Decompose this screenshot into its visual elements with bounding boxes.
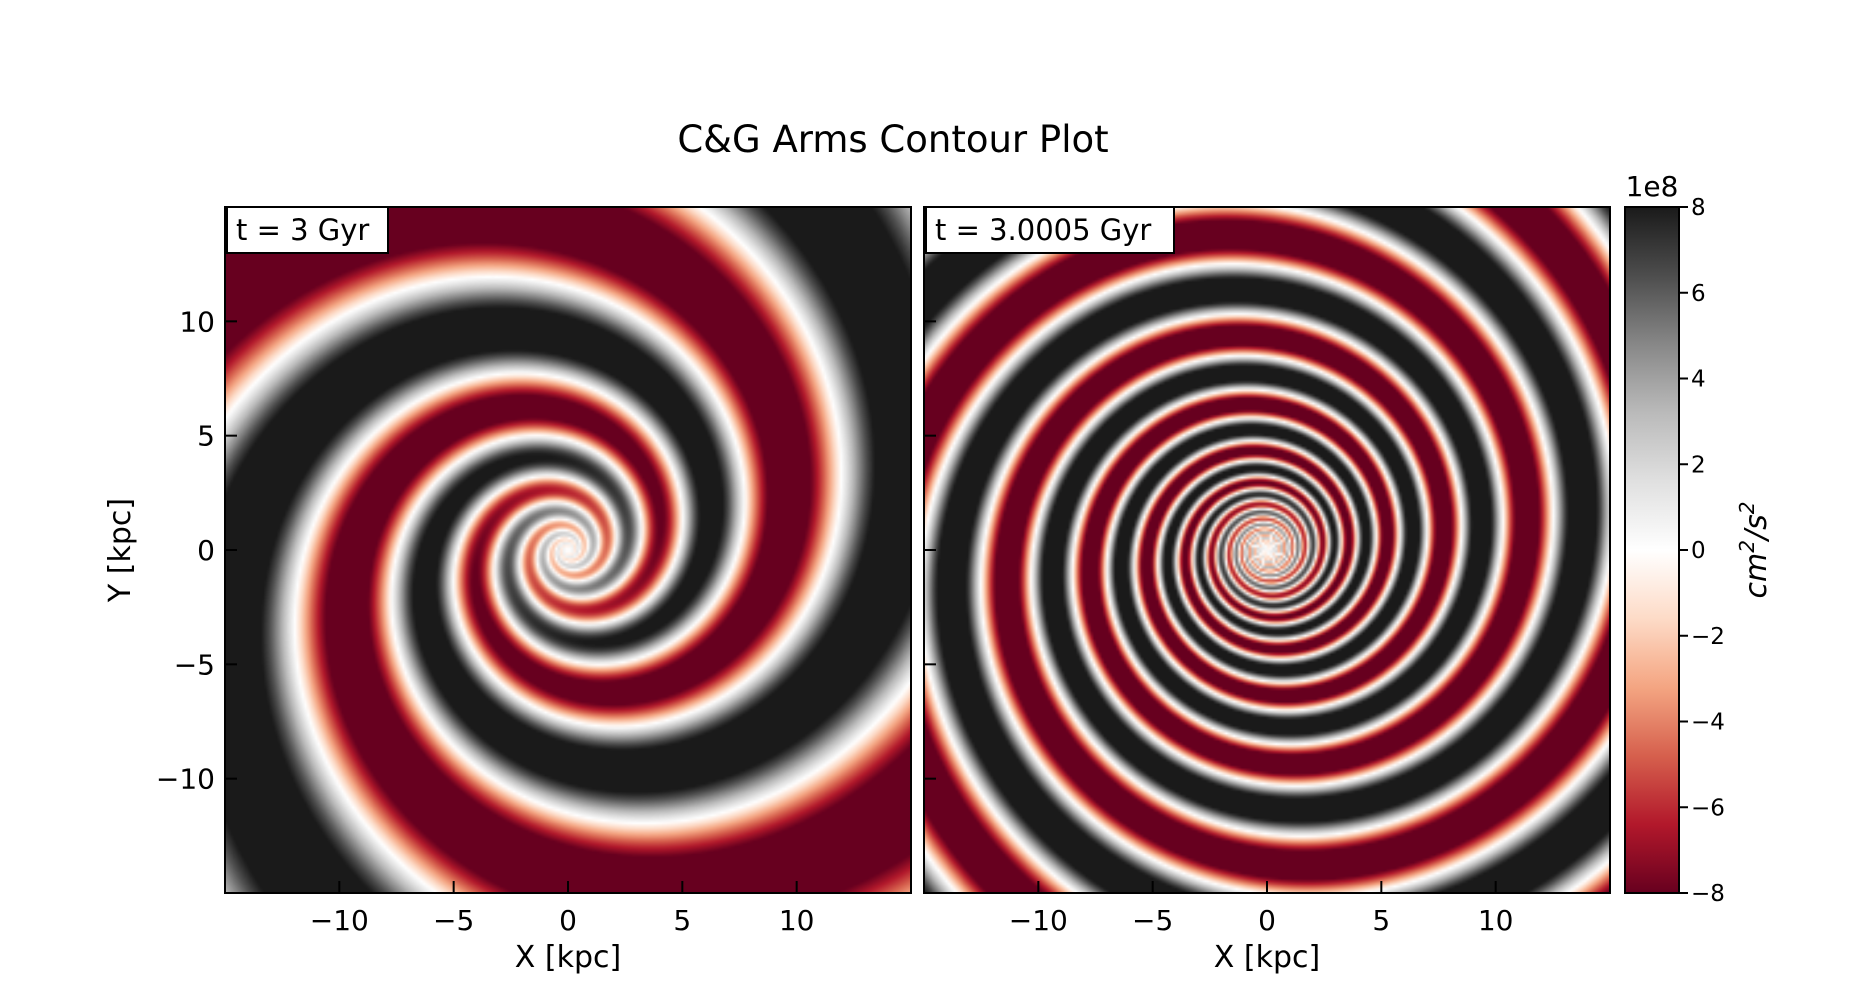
colorbar-tick-label: 4 (1691, 367, 1706, 393)
time-label-box-left (226, 206, 389, 254)
colorbar-gradient (1624, 206, 1680, 894)
colorbar-label-exp2: 2 (1735, 502, 1759, 515)
x-tick-label: 10 (779, 904, 815, 937)
colorbar-tick-label: 2 (1691, 452, 1706, 478)
time-label-right: t = 3.0005 Gyr (935, 213, 1151, 247)
x-tick-label: −10 (310, 904, 369, 937)
heatmap-right (924, 207, 1610, 893)
y-axis-label: Y [kpc] (103, 498, 138, 603)
colorbar-label-exp1: 2 (1735, 540, 1759, 553)
x-tick-label: 10 (1478, 904, 1514, 937)
colorbar-ticks: 8 6 4 2 0 −2 −4 −6 −8 (1679, 195, 1725, 907)
x-tick-label: 5 (673, 904, 691, 937)
panel-left: −10 −5 0 5 10 −10 −5 0 5 10 t = 3 Gyr X [kpc] Y [… (103, 206, 912, 975)
chart-title: C&G Arms Contour Plot (677, 118, 1108, 161)
time-label-box-right (925, 206, 1175, 254)
y-tick-label: −5 (174, 648, 215, 681)
x-tick-label: 0 (559, 904, 577, 937)
x-tick-label: −5 (1132, 904, 1173, 937)
time-label-left: t = 3 Gyr (236, 213, 369, 247)
x-tick-label: −5 (433, 904, 474, 937)
x-tick-label: −10 (1009, 904, 1068, 937)
colorbar-tick-label: −4 (1691, 710, 1725, 736)
colorbar-label: cm2/s2 (1735, 502, 1774, 599)
colorbar-scale-label: 1e8 (1626, 170, 1679, 203)
panel-right: −10 −5 0 5 10 t = 3.0005 Gyr X [kpc] (923, 206, 1611, 975)
x-axis-label-right: X [kpc] (1214, 940, 1320, 975)
colorbar-tick-label: 8 (1691, 195, 1706, 221)
colorbar-label-base: cm (1739, 553, 1774, 599)
colorbar-tick-label: 6 (1691, 281, 1706, 307)
colorbar-label-mid: /s (1739, 514, 1774, 543)
y-tick-label: 10 (179, 305, 215, 338)
colorbar-tick-label: 0 (1691, 538, 1706, 564)
x-axis-label-left: X [kpc] (515, 940, 621, 975)
heatmap-left (225, 207, 911, 893)
colorbar-tick-label: −6 (1691, 795, 1725, 821)
x-tick-label: 0 (1258, 904, 1276, 937)
y-tick-label: 0 (197, 534, 215, 567)
ticks-left: −10 −5 0 5 10 −10 −5 0 5 10 (156, 305, 815, 937)
colorbar-tick-label: −2 (1691, 624, 1725, 650)
y-tick-label: −10 (156, 763, 215, 796)
x-tick-label: 5 (1372, 904, 1390, 937)
colorbar-tick-label: −8 (1691, 881, 1725, 907)
ticks-right: −10 −5 0 5 10 (924, 320, 1514, 937)
y-tick-label: 5 (197, 420, 215, 453)
